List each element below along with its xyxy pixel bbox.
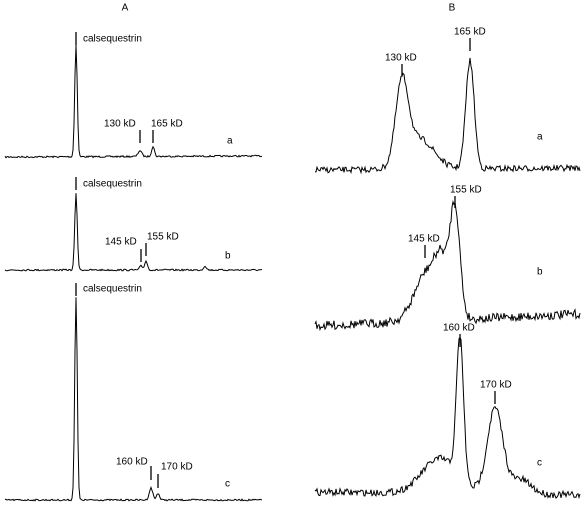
densitometry-trace (314, 199, 581, 332)
annotation: calsequestrin (83, 179, 142, 190)
annotation: 160 kD (443, 323, 475, 334)
panel-label: A (122, 3, 129, 14)
annotation: 145 kD (408, 234, 440, 245)
densitometry-trace (4, 193, 263, 272)
annotation: 170 kD (161, 462, 193, 473)
densitometry-trace (314, 336, 581, 500)
densitometry-trace (4, 297, 263, 502)
annotation: 130 kD (104, 119, 136, 130)
annotation: 155 kD (147, 232, 179, 243)
trace-label: a (227, 136, 233, 147)
trace-label: a (537, 132, 543, 143)
panel-label: B (449, 3, 456, 14)
trace-label: b (537, 267, 543, 278)
annotation: 145 kD (105, 237, 137, 248)
annotation: 170 kD (480, 380, 512, 391)
annotation: 130 kD (385, 53, 417, 64)
annotation: calsequestrin (83, 34, 142, 45)
annotation: 155 kD (450, 185, 482, 196)
densitometry-trace (314, 57, 581, 175)
annotation: 160 kD (116, 457, 148, 468)
annotation: 165 kD (151, 119, 183, 130)
trace-label: c (225, 479, 230, 490)
trace-label: b (225, 251, 231, 262)
annotation: calsequestrin (83, 284, 142, 295)
densitometry-trace (4, 44, 262, 159)
trace-label: c (537, 458, 542, 469)
annotation: 165 kD (454, 27, 486, 38)
